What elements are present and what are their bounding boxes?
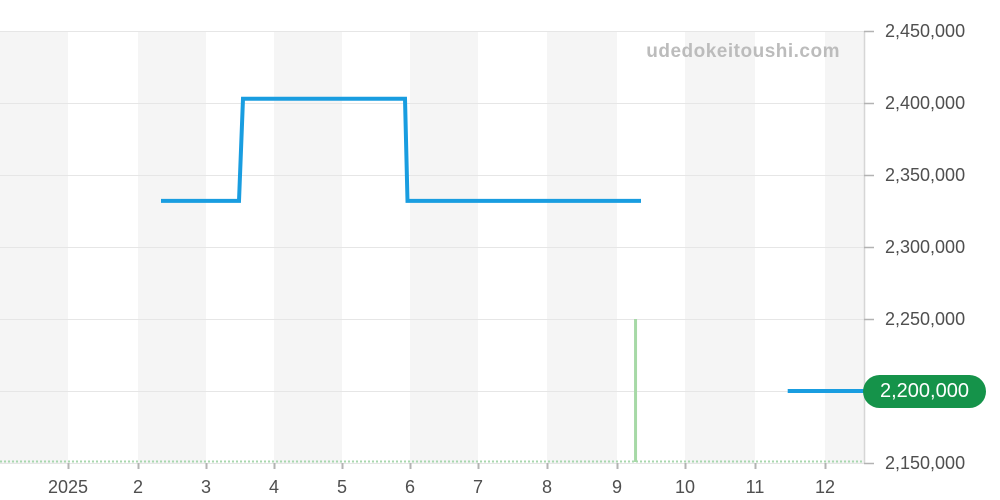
y-axis-label: 2,150,000: [885, 453, 966, 473]
y-axis-label: 2,450,000: [885, 21, 966, 41]
x-axis-label: 8: [541, 477, 553, 497]
x-axis-label: 12: [814, 477, 836, 497]
x-axis-label: 3: [200, 477, 212, 497]
y-axis-label: 2,300,000: [885, 237, 966, 257]
price-history: [161, 96, 641, 203]
x-axis-label: 10: [674, 477, 696, 497]
x-axis-label: 2: [132, 477, 144, 497]
x-axis-label: 2025: [47, 477, 89, 497]
watermark: udedokeitoushi.com: [646, 41, 840, 62]
y-axis-label: 2,350,000: [885, 165, 966, 185]
x-axis-label: 5: [336, 477, 348, 497]
y-axis-label: 2,250,000: [885, 309, 966, 329]
x-axis-label: 11: [745, 477, 765, 497]
x-axis-label: 9: [611, 477, 623, 497]
y-axis-label: 2,400,000: [885, 93, 966, 113]
x-axis-label: 4: [268, 477, 280, 497]
x-axis-label: 7: [472, 477, 484, 497]
x-axis-label: 6: [404, 477, 416, 497]
current-price-badge: 2,200,000: [863, 375, 986, 408]
